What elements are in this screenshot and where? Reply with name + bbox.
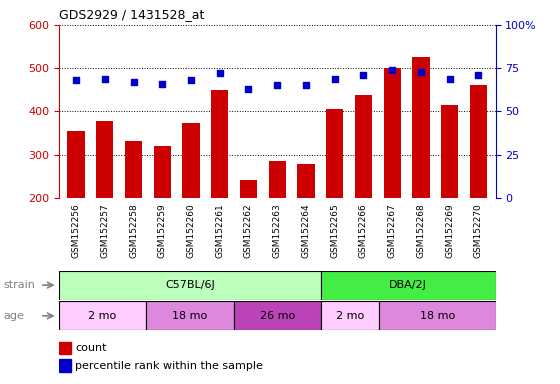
Text: age: age (3, 311, 24, 321)
Bar (321, 301, 379, 330)
Bar (321, 271, 496, 300)
Text: GDS2929 / 1431528_at: GDS2929 / 1431528_at (59, 8, 204, 21)
Text: percentile rank within the sample: percentile rank within the sample (76, 361, 263, 371)
Point (72, 77, 81, 83)
Text: GSM152265: GSM152265 (330, 204, 339, 258)
Text: 18 mo: 18 mo (420, 311, 455, 321)
Bar (125, 141, 142, 284)
Bar (240, 180, 257, 284)
Text: GSM152267: GSM152267 (388, 204, 396, 258)
Bar (269, 161, 286, 284)
Text: GSM152261: GSM152261 (215, 204, 224, 258)
Bar (59, 359, 71, 372)
Bar (146, 301, 234, 330)
Bar (234, 301, 321, 330)
Bar (96, 121, 113, 284)
Text: 2 mo: 2 mo (336, 311, 364, 321)
Text: DBA/2J: DBA/2J (389, 280, 427, 290)
Text: 26 mo: 26 mo (260, 311, 295, 321)
Point (301, 82, 310, 88)
Bar (59, 342, 71, 354)
Text: GSM152259: GSM152259 (158, 204, 167, 258)
Bar (211, 90, 228, 284)
Point (445, 75, 454, 81)
Point (388, 67, 396, 73)
Text: GSM152270: GSM152270 (474, 204, 483, 258)
Text: GSM152266: GSM152266 (359, 204, 368, 258)
Point (215, 70, 224, 76)
Point (359, 72, 368, 78)
Text: GSM152268: GSM152268 (417, 204, 426, 258)
Point (273, 82, 282, 88)
Bar (470, 85, 487, 284)
Text: GSM152264: GSM152264 (301, 204, 310, 258)
Text: GSM152263: GSM152263 (273, 204, 282, 258)
Point (186, 77, 195, 83)
Bar (326, 109, 343, 284)
Bar (67, 131, 85, 284)
Text: GSM152260: GSM152260 (186, 204, 195, 258)
Bar (355, 95, 372, 284)
Point (330, 75, 339, 81)
Text: C57BL/6J: C57BL/6J (165, 280, 214, 290)
Text: 18 mo: 18 mo (172, 311, 207, 321)
Text: GSM152257: GSM152257 (100, 204, 109, 258)
Text: 2 mo: 2 mo (88, 311, 116, 321)
Bar (153, 146, 171, 284)
Text: GSM152258: GSM152258 (129, 204, 138, 258)
Text: GSM152269: GSM152269 (445, 204, 454, 258)
Bar (441, 105, 458, 284)
Text: GSM152262: GSM152262 (244, 204, 253, 258)
Bar (412, 57, 430, 284)
Bar (297, 164, 315, 284)
Point (474, 72, 483, 78)
Text: count: count (76, 343, 107, 353)
Bar (379, 301, 496, 330)
Bar (183, 123, 199, 284)
Point (100, 75, 109, 81)
Bar (59, 271, 321, 300)
Point (129, 79, 138, 85)
Point (158, 81, 167, 87)
Point (244, 86, 253, 92)
Bar (59, 301, 146, 330)
Bar (384, 68, 401, 284)
Text: GSM152256: GSM152256 (72, 204, 81, 258)
Point (417, 68, 426, 74)
Text: strain: strain (3, 280, 35, 290)
